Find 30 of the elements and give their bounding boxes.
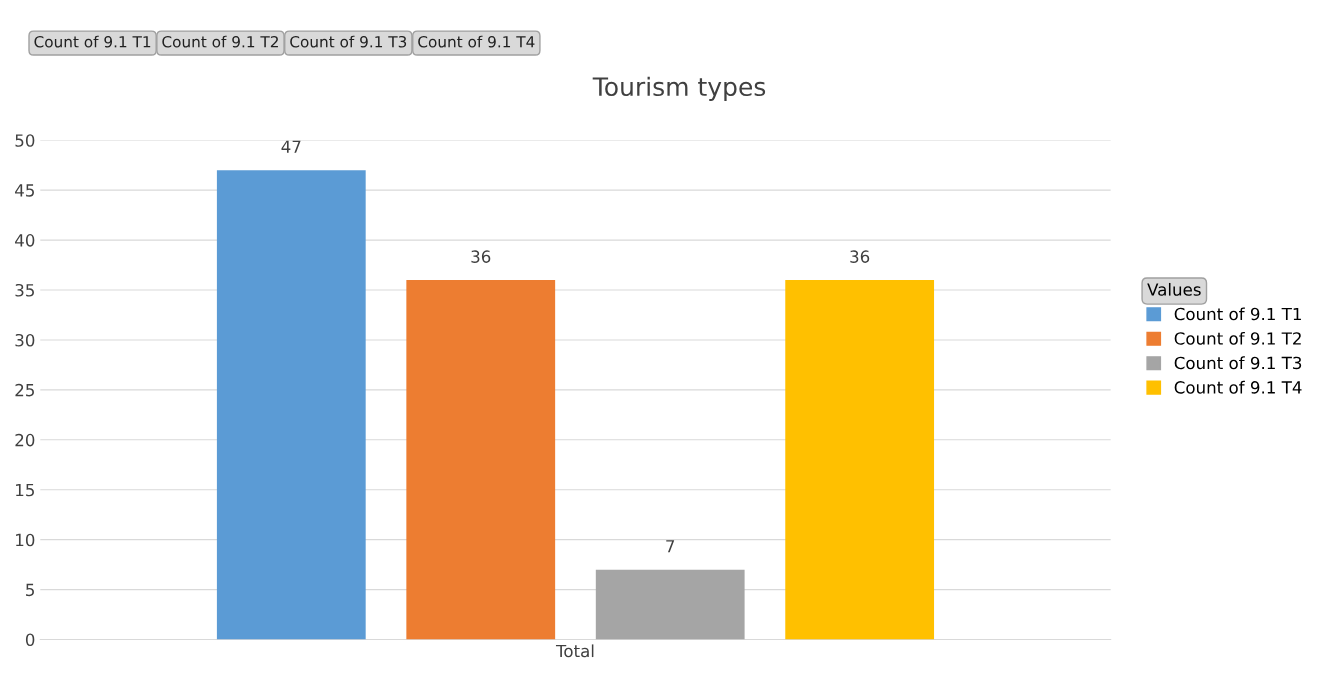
bar — [216, 170, 366, 640]
bar — [406, 280, 556, 640]
y-tick-label: 25 — [15, 383, 34, 397]
bar — [595, 569, 745, 640]
legend-label: Count of 9.1 T3 — [1174, 356, 1302, 370]
y-tick-label: 10 — [16, 533, 35, 547]
y-tick-label: 30 — [15, 333, 35, 347]
data-label: 36 — [850, 250, 870, 263]
text: Count of 9.1 T2 — [162, 35, 278, 48]
text: Count of 9.1 T1 — [34, 35, 151, 48]
legend-label: Count of 9.1 T1 — [1174, 307, 1301, 321]
data-label: 7 — [666, 540, 675, 553]
y-tick-label: 45 — [15, 184, 34, 197]
legend-label: Count of 9.1 T4 — [1174, 380, 1302, 394]
text: Count of 9.1 T3 — [290, 35, 407, 48]
y-tick-label: 50 — [15, 134, 35, 147]
y-tick-label: 15 — [16, 483, 34, 497]
chart-title: Tourism types — [592, 76, 766, 101]
legend-label: Count of 9.1 T2 — [1174, 331, 1301, 345]
bar — [785, 280, 935, 640]
data-label: 47 — [281, 140, 301, 153]
legend-title: Values — [1147, 282, 1201, 296]
y-tick-label: 20 — [15, 433, 35, 447]
text: Count of 9.1 T4 — [418, 35, 535, 48]
y-tick-label: 0 — [25, 633, 35, 647]
y-tick-label: 35 — [15, 283, 34, 297]
y-tick-label: 40 — [15, 234, 35, 247]
data-label: 36 — [471, 250, 491, 263]
x-tick-label: Total — [555, 644, 594, 658]
y-tick-label: 5 — [26, 583, 34, 597]
